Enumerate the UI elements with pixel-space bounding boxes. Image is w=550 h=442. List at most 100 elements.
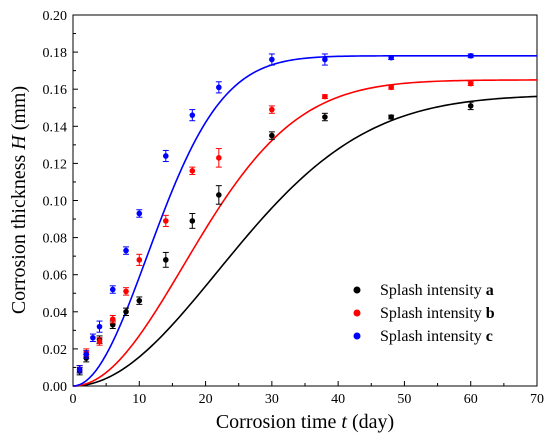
data-point-c xyxy=(189,109,196,122)
data-points xyxy=(76,53,474,376)
data-point-c xyxy=(162,149,169,163)
y-tick-label: 0.10 xyxy=(43,195,68,210)
marker xyxy=(216,155,222,161)
legend-label-c: Splash intensity c xyxy=(380,328,493,345)
marker xyxy=(163,153,169,159)
data-point-c xyxy=(89,333,96,342)
marker xyxy=(96,323,103,330)
marker xyxy=(216,84,222,91)
marker xyxy=(136,257,143,263)
data-point-c xyxy=(136,209,143,218)
y-tick-label: 0.18 xyxy=(43,46,68,61)
data-point-c xyxy=(76,365,83,374)
y-tick-label: 0.04 xyxy=(43,306,68,321)
marker xyxy=(388,84,394,91)
data-point-b xyxy=(96,337,103,346)
marker xyxy=(123,247,129,254)
data-point-a xyxy=(467,101,474,111)
y-tick-label: 0.20 xyxy=(43,9,68,24)
marker xyxy=(123,309,129,315)
data-point-c xyxy=(215,81,222,94)
legend-label-a: Splash intensity a xyxy=(380,282,494,299)
data-point-a xyxy=(189,212,196,229)
data-point-a xyxy=(268,131,275,140)
marker xyxy=(189,218,196,224)
data-point-b xyxy=(123,287,130,296)
marker xyxy=(76,366,83,373)
x-tick-label: 60 xyxy=(464,392,478,407)
legend-marker-a xyxy=(353,286,361,294)
legend-label-b: Splash intensity b xyxy=(380,305,495,322)
legend-marker-b xyxy=(353,309,361,317)
data-point-b xyxy=(189,166,196,176)
data-point-a xyxy=(162,251,169,268)
data-point-b xyxy=(162,214,169,227)
marker xyxy=(322,56,328,63)
marker xyxy=(136,210,143,217)
marker xyxy=(189,112,196,118)
legend: Splash intensity a Splash intensity b Spla… xyxy=(353,282,495,345)
marker xyxy=(136,297,143,304)
y-tick-label: 0.00 xyxy=(43,380,68,395)
data-point-c xyxy=(123,246,130,255)
data-point-c xyxy=(467,53,474,59)
y-tick-label: 0.02 xyxy=(43,343,68,358)
y-tick-label: 0.06 xyxy=(43,269,68,284)
marker xyxy=(269,106,275,113)
y-tick-label: 0.14 xyxy=(43,120,68,135)
marker xyxy=(96,338,103,345)
x-axis-title: Corrosion time t (day) xyxy=(216,411,394,433)
marker xyxy=(163,257,169,263)
y-tick-label: 0.08 xyxy=(43,232,68,247)
data-point-a xyxy=(388,114,395,120)
fit-curve-c xyxy=(72,55,537,387)
x-tick-label: 30 xyxy=(265,392,279,407)
data-point-c xyxy=(83,350,90,359)
y-axis-title: Corrosion thickness H (mm) xyxy=(8,86,30,314)
marker xyxy=(90,334,96,341)
marker xyxy=(467,53,474,59)
data-point-c xyxy=(109,285,116,294)
y-axis: 0.00 0.02 0.04 0.06 0.08 0.10 0.12 0.14 0.16 0.18… xyxy=(43,9,78,395)
data-point-a xyxy=(136,296,143,305)
data-point-a xyxy=(123,307,130,317)
data-point-a xyxy=(321,112,328,122)
fit-curves xyxy=(72,55,538,387)
data-point-b xyxy=(467,80,474,87)
marker xyxy=(83,351,90,358)
marker xyxy=(163,218,169,224)
marker xyxy=(109,286,116,293)
marker xyxy=(216,192,222,198)
data-point-b xyxy=(388,84,395,91)
marker xyxy=(109,316,116,323)
marker xyxy=(269,56,275,63)
marker xyxy=(322,114,328,120)
marker xyxy=(269,132,275,139)
data-point-b xyxy=(109,315,116,324)
marker xyxy=(467,80,474,87)
x-axis: 0 10 20 30 40 50 60 70 xyxy=(70,381,544,407)
marker xyxy=(388,114,394,120)
marker xyxy=(322,93,328,100)
y-tick-label: 0.16 xyxy=(43,83,68,98)
x-tick-label: 40 xyxy=(331,392,345,407)
marker xyxy=(189,168,196,174)
x-tick-label: 10 xyxy=(132,392,146,407)
data-point-b xyxy=(136,253,143,266)
x-tick-label: 50 xyxy=(397,392,411,407)
x-tick-label: 70 xyxy=(530,392,544,407)
legend-marker-c xyxy=(353,332,361,340)
x-tick-label: 20 xyxy=(199,392,213,407)
data-point-c xyxy=(321,53,328,66)
data-point-b xyxy=(268,105,275,114)
data-point-a xyxy=(215,185,222,205)
data-point-c xyxy=(96,320,103,333)
fit-curve-b xyxy=(72,79,538,387)
data-point-c xyxy=(268,53,275,66)
data-point-b xyxy=(215,148,222,168)
marker xyxy=(123,288,129,295)
data-point-c xyxy=(388,54,395,61)
x-tick-label: 0 xyxy=(70,392,77,407)
fit-curve-a xyxy=(72,95,538,387)
